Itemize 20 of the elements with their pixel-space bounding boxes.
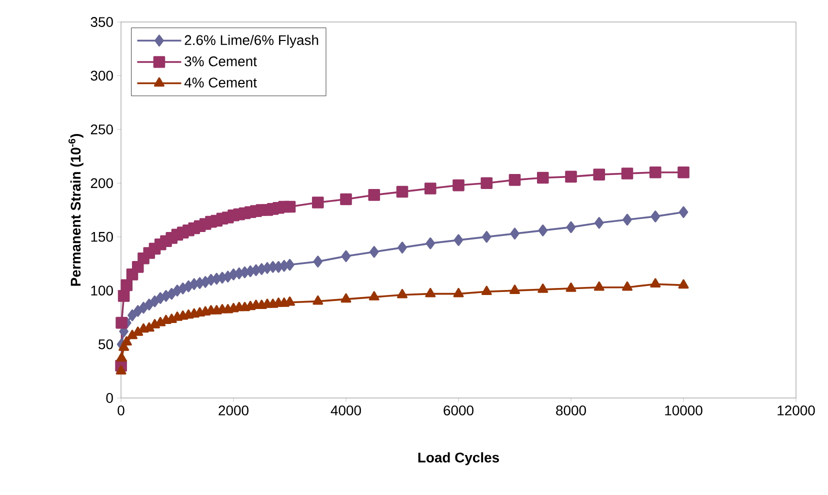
x-tick-label: 12000 — [778, 406, 815, 416]
y-tick-label: 100 — [91, 286, 113, 296]
x-axis-title: Load Cycles — [418, 452, 500, 466]
y-tick-label: 0 — [106, 393, 113, 403]
legend-label: 4% Cement — [184, 78, 257, 88]
y-tick-label: 300 — [90, 70, 113, 81]
legend-label: 2.6% Lime/6% Flyash — [184, 34, 318, 48]
y-tick-label: 200 — [90, 178, 113, 188]
y-tick-label: 150 — [91, 232, 113, 242]
x-tick-label: 10000 — [665, 406, 702, 416]
x-tick-label: 8000 — [556, 406, 586, 416]
x-tick-label: 4000 — [330, 406, 361, 416]
legend-label: 3% Cement — [184, 56, 257, 66]
y-tick-label: 350 — [90, 17, 113, 27]
x-tick-label: 2000 — [218, 406, 248, 416]
y-axis-title: Permanent Strain (10$^{-6}$) — [68, 134, 84, 286]
x-tick-label: 0 — [118, 406, 124, 416]
x-tick-label: 6000 — [444, 406, 474, 416]
y-tick-label: 250 — [90, 124, 113, 134]
y-tick-label: 50 — [98, 339, 113, 350]
